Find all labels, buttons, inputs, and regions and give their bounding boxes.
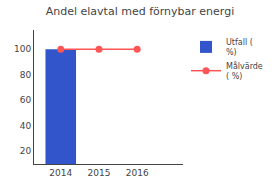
svg-text:40: 40 [20,121,32,131]
svg-text:2016: 2016 [126,168,149,178]
svg-text:2015: 2015 [87,168,110,178]
svg-text:Målvärde( %): Målvärde( %) [226,61,263,81]
svg-text:2014: 2014 [49,168,72,178]
svg-text:80: 80 [20,70,32,80]
svg-text:100: 100 [14,44,31,54]
svg-text:Andel elavtal med förnybar ene: Andel elavtal med förnybar energi [46,5,234,18]
svg-text:Utfall (%): Utfall (%) [226,38,253,57]
svg-text:20: 20 [20,146,32,156]
svg-text:60: 60 [20,95,32,105]
